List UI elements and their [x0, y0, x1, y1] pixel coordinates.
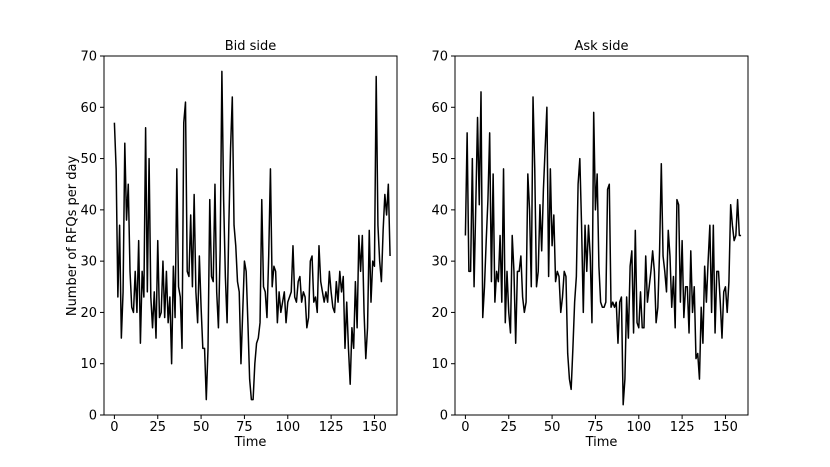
plot-frame: [103, 55, 398, 416]
y-tick-label: 0: [440, 409, 448, 424]
x-tick-label: 150: [362, 420, 387, 435]
ask-side-panel: 0 25 50 75 100 125 150 0 10 20 30 40 50 60 70 Ask side T…: [431, 39, 749, 450]
y-tick-label: 60: [80, 101, 97, 116]
y-tick-label: 70: [80, 50, 97, 65]
x-tick-label: 100: [626, 420, 651, 435]
x-tick-label: 100: [275, 420, 300, 435]
y-tick-label: 20: [431, 306, 448, 321]
y-tick-label: 10: [431, 357, 448, 372]
y-tick-label: 70: [431, 50, 448, 65]
y-tick-label: 20: [80, 306, 97, 321]
x-tick-label: 50: [193, 420, 210, 435]
y-tick-label: 30: [80, 255, 97, 270]
series-line-0: [464, 91, 742, 406]
x-tick-label: 25: [149, 420, 166, 435]
x-tick-label: 75: [587, 420, 604, 435]
x-axis-label: Time: [234, 435, 267, 450]
y-tick-label: 30: [431, 255, 448, 270]
y-tick-label: 50: [431, 152, 448, 167]
y-tick-label: 40: [431, 203, 448, 218]
y-tick-label: 40: [80, 203, 97, 218]
y-tick-label: 50: [80, 152, 97, 167]
x-tick-label: 0: [461, 420, 469, 435]
x-tick-label: 50: [544, 420, 561, 435]
chart-title: Bid side: [225, 39, 277, 54]
x-tick-label: 125: [670, 420, 695, 435]
shared-y-axis-label: Number of RFQs per day: [65, 156, 80, 317]
x-axis-label: Time: [585, 435, 618, 450]
chart-title: Ask side: [575, 39, 629, 54]
bid-side-panel: 0 25 50 75 100 125 150 0 10 20 30 40 50 60 70 Bid side T…: [80, 39, 398, 450]
y-tick-label: 10: [80, 357, 97, 372]
plot-frame: [454, 55, 749, 416]
x-tick-label: 75: [236, 420, 253, 435]
x-tick-label: 150: [713, 420, 738, 435]
x-tick-label: 25: [500, 420, 517, 435]
x-tick-label: 0: [110, 420, 118, 435]
series-line-0: [113, 70, 391, 401]
x-tick-label: 125: [319, 420, 344, 435]
y-tick-label: 0: [89, 409, 97, 424]
y-tick-label: 60: [431, 101, 448, 116]
